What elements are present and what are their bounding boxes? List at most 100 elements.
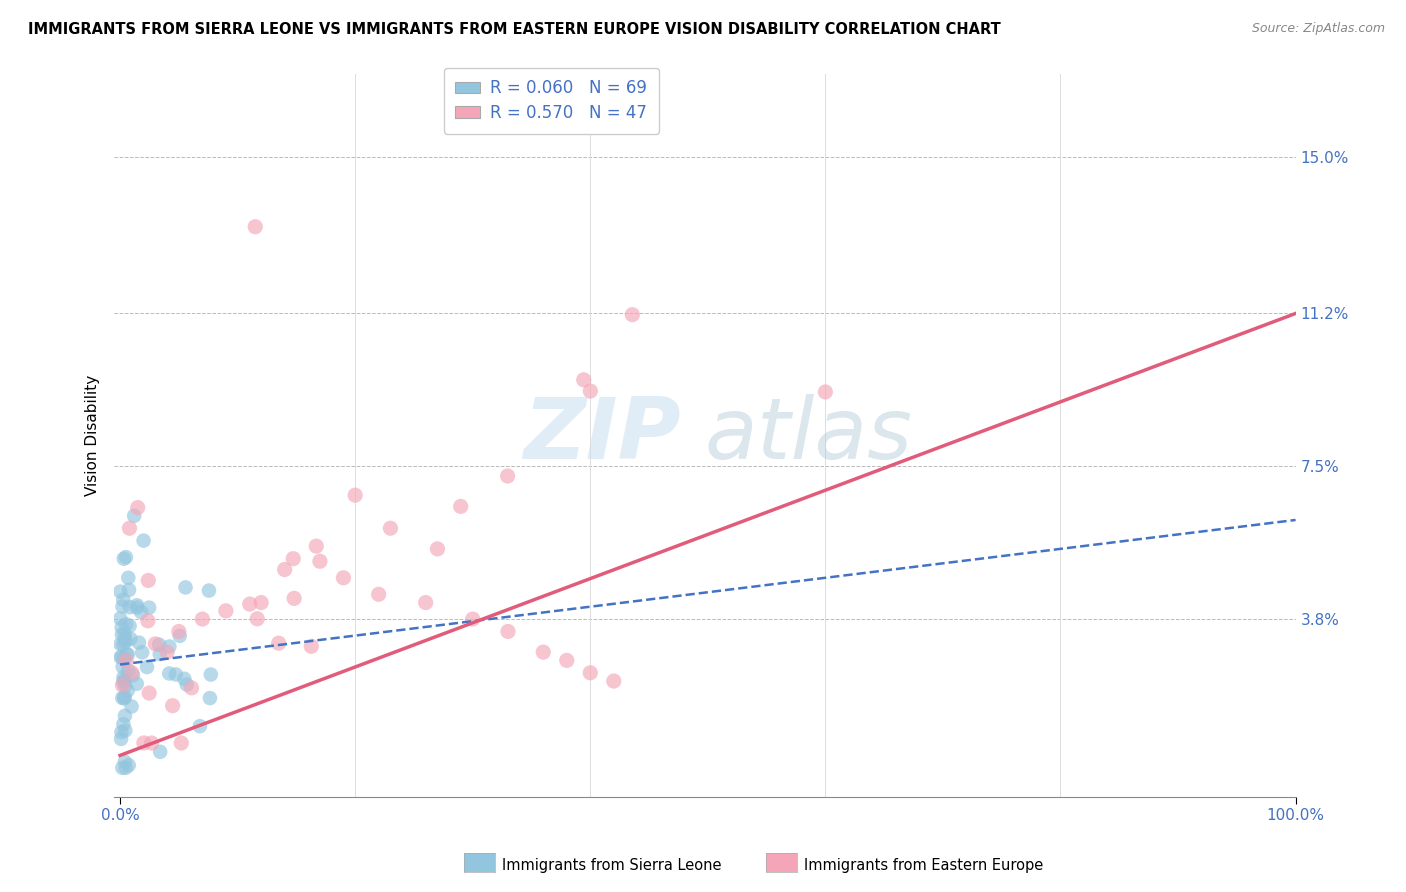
Point (173, 672, 195, 686)
Point (118, 521, 141, 535)
Point (111, 650, 134, 665)
Point (167, 624, 190, 639)
Point (112, 691, 135, 706)
Point (112, 717, 135, 731)
Point (344, 488, 367, 502)
Point (579, 665, 602, 680)
Point (111, 761, 134, 775)
Point (148, 638, 170, 652)
Point (136, 574, 159, 588)
Point (127, 500, 149, 515)
Point (114, 761, 136, 775)
Point (125, 600, 148, 615)
Point (112, 638, 135, 652)
Point (198, 583, 221, 598)
Point (115, 653, 138, 667)
Point (461, 612, 484, 626)
Point (138, 600, 160, 615)
Point (110, 611, 132, 625)
Point (603, 673, 626, 688)
Point (111, 678, 134, 692)
Legend: R = 0.060   N = 69, R = 0.570   N = 47: R = 0.060 N = 69, R = 0.570 N = 47 (444, 68, 659, 134)
Point (332, 571, 354, 585)
Point (121, 665, 143, 680)
Point (496, 624, 519, 639)
Point (111, 659, 134, 673)
Point (174, 581, 197, 595)
Point (117, 663, 139, 677)
Point (114, 723, 136, 738)
Point (299, 640, 322, 654)
Point (380, 521, 402, 535)
Text: ZIP: ZIP (523, 393, 682, 477)
Point (110, 725, 132, 739)
Text: Immigrants from Sierra Leone: Immigrants from Sierra Leone (502, 858, 721, 872)
Point (122, 668, 145, 682)
Point (118, 758, 141, 772)
Point (114, 634, 136, 648)
Text: atlas: atlas (704, 393, 912, 477)
Point (814, 384, 837, 399)
Point (191, 612, 214, 626)
Point (273, 562, 295, 576)
Point (120, 632, 142, 646)
Point (496, 469, 519, 483)
Point (579, 384, 602, 398)
Point (250, 596, 273, 610)
Point (162, 698, 184, 713)
Point (136, 660, 159, 674)
Point (117, 683, 139, 698)
Point (112, 670, 135, 684)
Point (115, 617, 138, 632)
Point (125, 599, 148, 613)
Point (215, 604, 238, 618)
Point (118, 582, 141, 597)
Point (114, 632, 136, 646)
Point (136, 614, 159, 628)
Point (114, 755, 136, 769)
Point (200, 667, 222, 681)
Point (149, 745, 172, 759)
Point (125, 677, 148, 691)
Point (138, 686, 160, 700)
Point (555, 653, 578, 667)
Point (169, 629, 191, 643)
Text: Immigrants from Eastern Europe: Immigrants from Eastern Europe (804, 858, 1043, 872)
Point (450, 500, 472, 514)
Point (170, 736, 193, 750)
Point (415, 596, 437, 610)
Point (143, 637, 166, 651)
Point (114, 690, 136, 704)
Point (367, 587, 389, 601)
Point (114, 708, 136, 723)
Point (246, 612, 269, 626)
Point (118, 600, 141, 615)
Text: IMMIGRANTS FROM SIERRA LEONE VS IMMIGRANTS FROM EASTERN EUROPE VISION DISABILITY: IMMIGRANTS FROM SIERRA LEONE VS IMMIGRAN… (28, 22, 1001, 37)
Point (305, 539, 328, 553)
Y-axis label: Vision Disability: Vision Disability (86, 375, 100, 496)
Point (112, 592, 135, 607)
Point (157, 666, 180, 681)
Point (283, 551, 305, 566)
Point (198, 691, 221, 706)
Text: Source: ZipAtlas.com: Source: ZipAtlas.com (1251, 22, 1385, 36)
Point (131, 645, 153, 659)
Point (117, 648, 139, 662)
Point (157, 640, 180, 654)
Point (112, 551, 135, 566)
Point (531, 645, 554, 659)
Point (115, 648, 138, 662)
Point (111, 627, 134, 641)
Point (110, 731, 132, 746)
Point (176, 677, 198, 691)
Point (141, 736, 163, 750)
Point (121, 699, 143, 714)
Point (114, 679, 136, 693)
Point (112, 652, 135, 666)
Point (110, 637, 132, 651)
Point (110, 650, 132, 665)
Point (112, 674, 135, 689)
Point (283, 591, 305, 606)
Point (132, 533, 155, 548)
Point (156, 645, 179, 659)
